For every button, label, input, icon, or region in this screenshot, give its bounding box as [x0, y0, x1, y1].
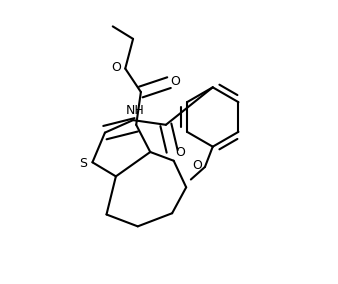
Text: O: O [175, 147, 185, 159]
Text: S: S [79, 157, 87, 170]
Text: O: O [192, 159, 202, 172]
Text: O: O [111, 60, 121, 74]
Text: O: O [170, 75, 180, 87]
Text: NH: NH [125, 104, 144, 117]
